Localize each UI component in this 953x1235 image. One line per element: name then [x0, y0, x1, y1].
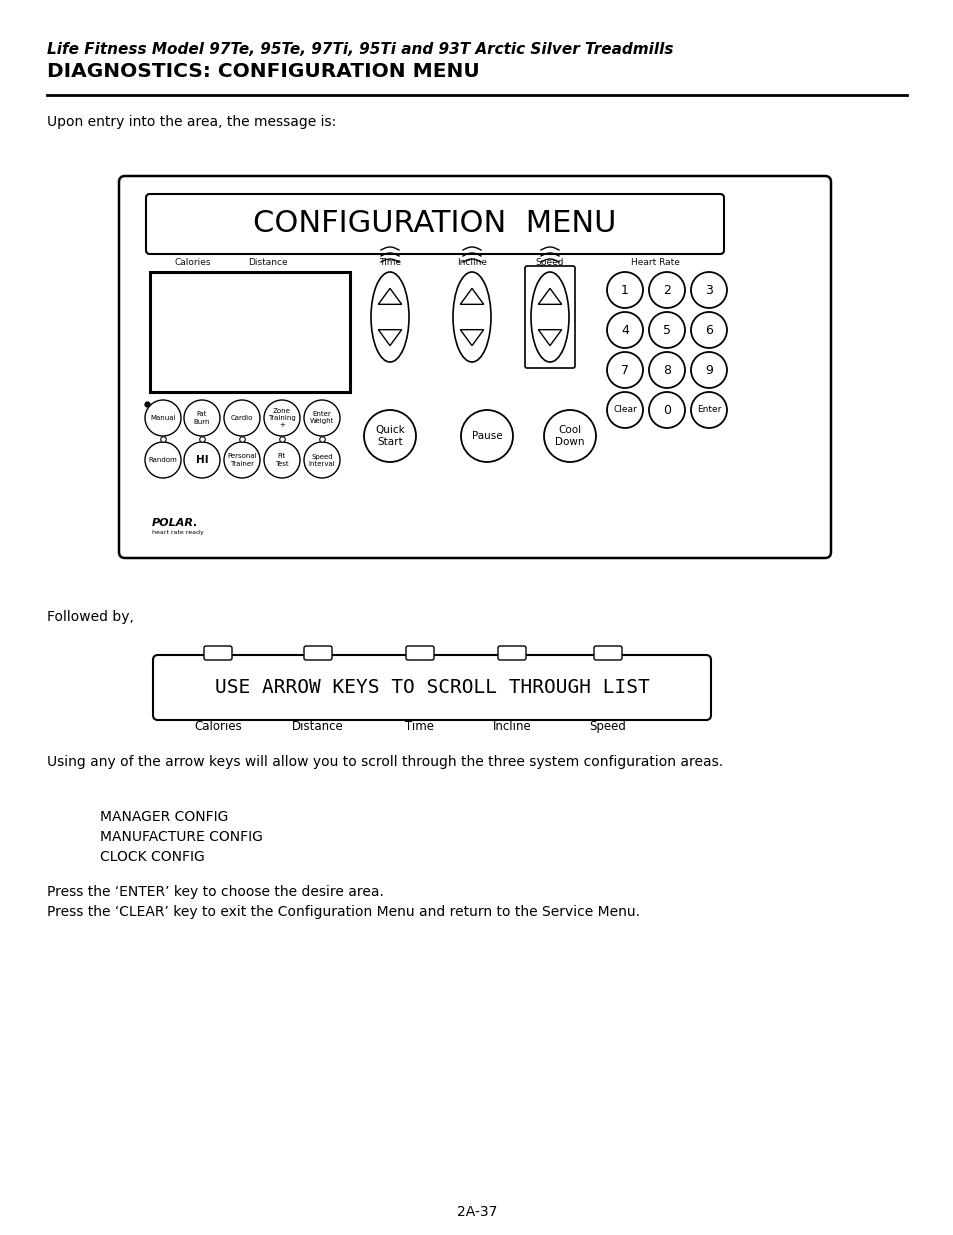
Text: 2: 2: [662, 284, 670, 296]
Text: MANAGER CONFIG: MANAGER CONFIG: [100, 810, 228, 824]
FancyBboxPatch shape: [406, 646, 434, 659]
FancyBboxPatch shape: [146, 194, 723, 254]
Polygon shape: [537, 330, 561, 346]
Text: Random: Random: [149, 457, 177, 463]
Text: Life Fitness Model 97Te, 95Te, 97Ti, 95Ti and 93T Arctic Silver Treadmills: Life Fitness Model 97Te, 95Te, 97Ti, 95T…: [47, 42, 673, 57]
Text: Incline: Incline: [456, 258, 486, 267]
Text: Distance: Distance: [248, 258, 288, 267]
Text: 9: 9: [704, 363, 712, 377]
Circle shape: [690, 272, 726, 308]
FancyBboxPatch shape: [119, 177, 830, 558]
Ellipse shape: [453, 272, 491, 362]
Text: Incline: Incline: [492, 720, 531, 734]
Circle shape: [145, 442, 181, 478]
Circle shape: [606, 391, 642, 429]
Text: Speed: Speed: [536, 258, 563, 267]
Text: Time: Time: [378, 258, 400, 267]
FancyBboxPatch shape: [304, 646, 332, 659]
Polygon shape: [378, 288, 401, 304]
Circle shape: [543, 410, 596, 462]
FancyBboxPatch shape: [497, 646, 525, 659]
Text: Zone
Training
+: Zone Training +: [268, 408, 295, 429]
Text: Distance: Distance: [292, 720, 343, 734]
Circle shape: [648, 391, 684, 429]
Circle shape: [145, 400, 181, 436]
Text: 2A-37: 2A-37: [456, 1205, 497, 1219]
Text: 0: 0: [662, 404, 670, 416]
Text: 3: 3: [704, 284, 712, 296]
Text: Pause: Pause: [471, 431, 502, 441]
Text: Fat
Burn: Fat Burn: [193, 411, 210, 425]
Circle shape: [184, 442, 220, 478]
Text: 7: 7: [620, 363, 628, 377]
Text: Speed
Interval: Speed Interval: [309, 453, 335, 467]
Circle shape: [648, 312, 684, 348]
Text: Using any of the arrow keys will allow you to scroll through the three system co: Using any of the arrow keys will allow y…: [47, 755, 722, 769]
Circle shape: [364, 410, 416, 462]
Text: Fit
Test: Fit Test: [274, 453, 289, 467]
Text: Calories: Calories: [193, 720, 242, 734]
Ellipse shape: [531, 272, 568, 362]
Polygon shape: [378, 330, 401, 346]
Text: Followed by,: Followed by,: [47, 610, 133, 624]
FancyBboxPatch shape: [204, 646, 232, 659]
Text: Personal
Trainer: Personal Trainer: [227, 453, 256, 467]
Text: Cool
Down: Cool Down: [555, 425, 584, 447]
Text: 4: 4: [620, 324, 628, 336]
Circle shape: [264, 442, 299, 478]
Ellipse shape: [371, 272, 409, 362]
Text: USE ARROW KEYS TO SCROLL THROUGH LIST: USE ARROW KEYS TO SCROLL THROUGH LIST: [214, 678, 649, 697]
Text: Heart Rate: Heart Rate: [630, 258, 679, 267]
Circle shape: [304, 400, 339, 436]
Circle shape: [304, 442, 339, 478]
Text: Press the ‘CLEAR’ key to exit the Configuration Menu and return to the Service M: Press the ‘CLEAR’ key to exit the Config…: [47, 905, 639, 919]
Text: Enter: Enter: [696, 405, 720, 415]
Text: HI: HI: [195, 454, 208, 466]
Text: Upon entry into the area, the message is:: Upon entry into the area, the message is…: [47, 115, 335, 128]
Circle shape: [184, 400, 220, 436]
FancyBboxPatch shape: [594, 646, 621, 659]
FancyBboxPatch shape: [524, 266, 575, 368]
Text: CLOCK CONFIG: CLOCK CONFIG: [100, 850, 205, 864]
Text: Clear: Clear: [613, 405, 637, 415]
Circle shape: [606, 312, 642, 348]
Text: 1: 1: [620, 284, 628, 296]
Polygon shape: [537, 288, 561, 304]
Text: 5: 5: [662, 324, 670, 336]
Text: Manual: Manual: [150, 415, 175, 421]
Text: Quick
Start: Quick Start: [375, 425, 404, 447]
Polygon shape: [459, 330, 483, 346]
Text: MANUFACTURE CONFIG: MANUFACTURE CONFIG: [100, 830, 263, 844]
Polygon shape: [459, 288, 483, 304]
Text: Speed: Speed: [589, 720, 626, 734]
Text: 8: 8: [662, 363, 670, 377]
Circle shape: [606, 272, 642, 308]
Circle shape: [606, 352, 642, 388]
Text: Calories: Calories: [174, 258, 211, 267]
Text: Time: Time: [405, 720, 434, 734]
Circle shape: [648, 352, 684, 388]
Text: Press the ‘ENTER’ key to choose the desire area.: Press the ‘ENTER’ key to choose the desi…: [47, 885, 383, 899]
Circle shape: [690, 352, 726, 388]
Text: Cardio: Cardio: [231, 415, 253, 421]
Text: POLAR.: POLAR.: [152, 517, 198, 529]
Text: DIAGNOSTICS: CONFIGURATION MENU: DIAGNOSTICS: CONFIGURATION MENU: [47, 62, 479, 82]
Text: 6: 6: [704, 324, 712, 336]
Circle shape: [648, 272, 684, 308]
Circle shape: [264, 400, 299, 436]
Circle shape: [690, 312, 726, 348]
Circle shape: [460, 410, 513, 462]
Circle shape: [224, 400, 260, 436]
Circle shape: [690, 391, 726, 429]
Text: heart rate ready: heart rate ready: [152, 530, 204, 535]
Text: Enter
Weight: Enter Weight: [310, 411, 334, 425]
Circle shape: [224, 442, 260, 478]
Bar: [150, 272, 350, 391]
FancyBboxPatch shape: [152, 655, 710, 720]
Text: CONFIGURATION  MENU: CONFIGURATION MENU: [253, 210, 616, 238]
